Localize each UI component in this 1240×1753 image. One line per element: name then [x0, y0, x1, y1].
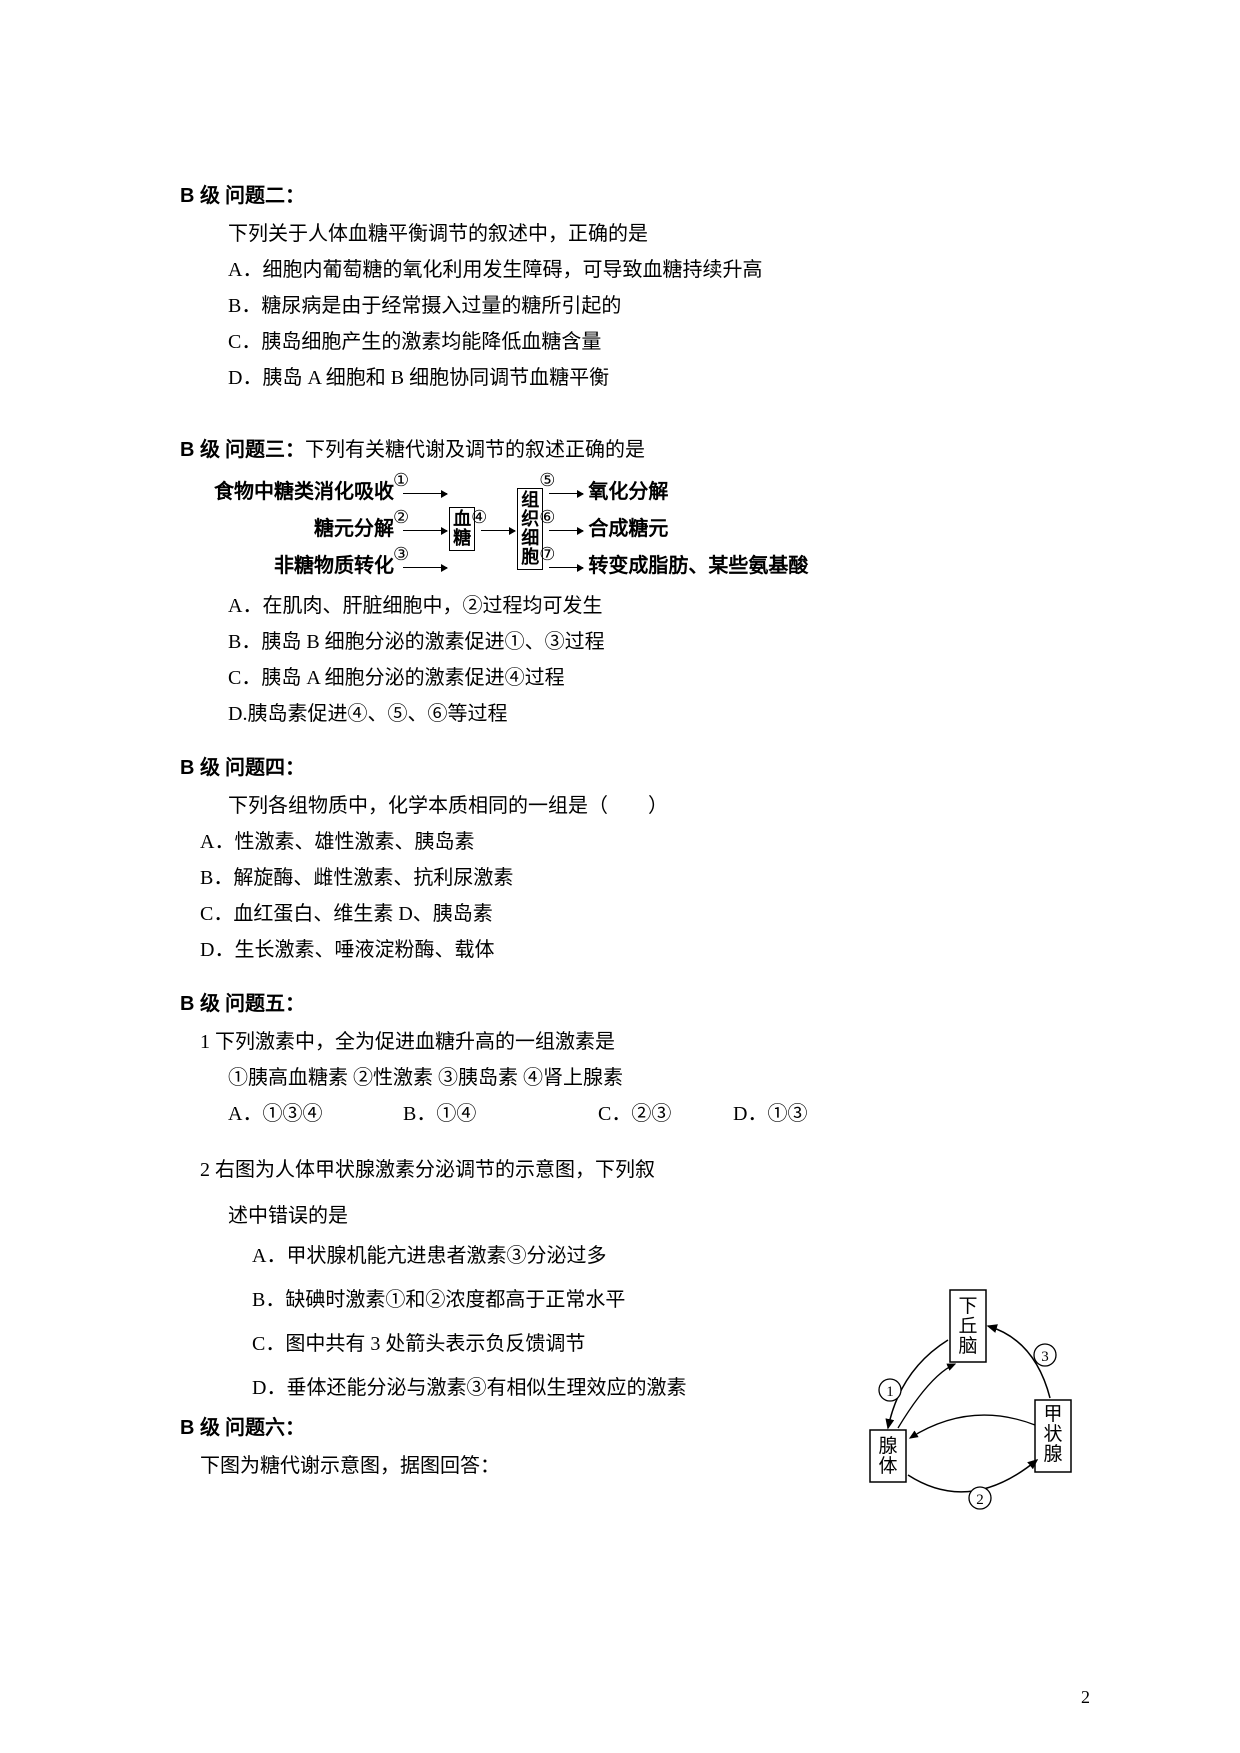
q5-edge-3: 3: [1041, 1349, 1049, 1365]
q4-option-c: C．血红蛋白、维生素 D、胰岛素: [180, 896, 1080, 932]
q3-n7: ⑦: [539, 538, 555, 570]
q3-option-c: C．胰岛 A 细胞分泌的激素促进④过程: [180, 660, 1080, 696]
q5-p2-stem1: 2 右图为人体甲状腺激素分泌调节的示意图，下列叙: [180, 1152, 740, 1188]
page-number: 2: [1081, 1681, 1090, 1713]
q4-option-a: A．性激素、雄性激素、胰岛素: [180, 824, 1080, 860]
q3-n5: ⑤: [539, 464, 555, 496]
q3-right2: 合成糖元: [588, 511, 668, 547]
q5-p2-a: A．甲状腺机能亢进患者激素③分泌过多: [252, 1234, 1080, 1278]
q2-level: B 级: [180, 185, 220, 207]
q3-right1: 氧化分解: [588, 474, 668, 510]
q3-box1a: 血: [453, 510, 471, 529]
q3-option-d: D.胰岛素促进④、⑤、⑥等过程: [180, 696, 1080, 732]
q3-n3: ③: [393, 538, 409, 570]
q3-n4: ④: [471, 501, 487, 533]
q5-p1-stem: 1 下列激素中，全为促进血糖升高的一组激素是: [180, 1024, 1080, 1060]
q3-left2: 糖元分解: [314, 511, 394, 547]
q4-title: B 级 问题四：: [180, 750, 1080, 786]
svg-text:体: 体: [878, 1455, 897, 1477]
q3-left1: 食物中糖类消化吸收: [214, 474, 394, 510]
q4-level: B 级: [180, 757, 220, 779]
q2-title-rest: 问题二：: [220, 185, 305, 207]
q3-left3: 非糖物质转化: [274, 548, 394, 584]
q6-title-rest: 问题六：: [220, 1417, 305, 1439]
svg-text:脑: 脑: [958, 1335, 977, 1357]
q2-stem: 下列关于人体血糖平衡调节的叙述中，正确的是: [180, 216, 1080, 252]
q3-option-b: B．胰岛 B 细胞分泌的激素促进①、③过程: [180, 624, 1080, 660]
q3-title-rest: 问题三：: [220, 439, 305, 461]
svg-text:腺: 腺: [878, 1435, 897, 1457]
q5-title-rest: 问题五：: [220, 993, 305, 1015]
q5-edge-2: 2: [976, 1492, 984, 1508]
q2-option-d: D．胰岛 A 细胞和 B 细胞协同调节血糖平衡: [180, 360, 1080, 396]
q4-stem: 下列各组物质中，化学本质相同的一组是（ ）: [180, 788, 1080, 824]
q5-title: B 级 问题五：: [180, 986, 1080, 1022]
q5-p1-b: B．①④: [403, 1096, 593, 1132]
q3-n2: ②: [393, 501, 409, 533]
q5-p1-a: A．①③④: [228, 1096, 398, 1132]
q5-edge-1: 1: [886, 1384, 894, 1400]
q2-option-b: B．糖尿病是由于经常摄入过量的糖所引起的: [180, 288, 1080, 324]
q5-level: B 级: [180, 993, 220, 1015]
q3-title: B 级 问题三：下列有关糖代谢及调节的叙述正确的是: [180, 432, 1080, 468]
q6-level: B 级: [180, 1417, 220, 1439]
svg-text:下: 下: [958, 1296, 977, 1317]
q5-p1-c: C．②③: [598, 1096, 728, 1132]
q3-box2b: 织: [521, 510, 539, 529]
q4-option-b: B．解旋酶、雌性激素、抗利尿激素: [180, 860, 1080, 896]
q4-title-rest: 问题四：: [220, 757, 305, 779]
q3-box1b: 糖: [453, 529, 471, 548]
svg-text:丘: 丘: [958, 1315, 977, 1337]
q5-p1-options: A．①③④ B．①④ C．②③ D．①③: [180, 1096, 1080, 1132]
q3-n6: ⑥: [539, 501, 555, 533]
q3-right3: 转变成脂肪、某些氨基酸: [588, 548, 808, 584]
q5-p1-items: ①胰高血糖素 ②性激素 ③胰岛素 ④肾上腺素: [180, 1060, 1080, 1096]
q3-level: B 级: [180, 439, 220, 461]
q2-title: B 级 问题二：: [180, 178, 1080, 214]
q3-box2a: 组: [521, 491, 539, 510]
q4-option-d: D．生长激素、唾液淀粉酶、载体: [180, 932, 1080, 968]
q3-diagram: 食物中糖类消化吸收 ① 糖元分解 ② 非糖物质转化 ③ 血 糖 ④ 组 织 细 …: [214, 474, 1080, 584]
q3-n1: ①: [393, 464, 409, 496]
q3-box2c: 细: [521, 529, 539, 548]
q5-p1-d: D．①③: [733, 1096, 807, 1132]
q5-p2-stem2: 述中错误的是: [180, 1198, 1080, 1234]
q3-stem: 下列有关糖代谢及调节的叙述正确的是: [305, 439, 645, 461]
q3-box2d: 胞: [521, 548, 539, 567]
q3-option-a: A．在肌肉、肝脏细胞中，②过程均可发生: [180, 588, 1080, 624]
q2-option-a: A．细胞内葡萄糖的氧化利用发生障碍，可导致血糖持续升高: [180, 252, 1080, 288]
svg-text:甲: 甲: [1043, 1404, 1062, 1425]
q5-p2-diagram: 下 丘 脑 腺 体 甲 状 腺 1 2 3: [840, 1280, 1100, 1540]
q2-option-c: C．胰岛细胞产生的激素均能降低血糖含量: [180, 324, 1080, 360]
svg-text:状: 状: [1043, 1423, 1062, 1445]
svg-text:腺: 腺: [1043, 1443, 1062, 1465]
